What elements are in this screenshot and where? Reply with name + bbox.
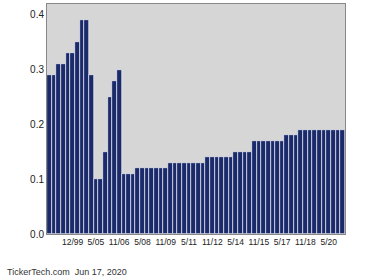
svg-text:5/11: 5/11 bbox=[181, 237, 197, 247]
svg-text:5/05: 5/05 bbox=[88, 237, 105, 247]
svg-text:12/99: 12/99 bbox=[62, 237, 84, 247]
svg-text:11/15: 11/15 bbox=[249, 237, 270, 247]
svg-text:5/14: 5/14 bbox=[227, 237, 244, 247]
svg-text:11/09: 11/09 bbox=[155, 237, 176, 247]
svg-text:11/06: 11/06 bbox=[109, 237, 130, 247]
svg-text:0.2: 0.2 bbox=[30, 119, 44, 130]
svg-text:5/08: 5/08 bbox=[134, 237, 151, 247]
svg-text:0.1: 0.1 bbox=[30, 174, 44, 185]
svg-text:0.3: 0.3 bbox=[30, 64, 44, 75]
svg-text:5/17: 5/17 bbox=[274, 237, 291, 247]
svg-text:TickerTech.com Jun 17, 2020: TickerTech.com Jun 17, 2020 bbox=[7, 267, 127, 277]
svg-text:11/12: 11/12 bbox=[202, 237, 223, 247]
svg-text:11/18: 11/18 bbox=[295, 237, 316, 247]
svg-text:5/20: 5/20 bbox=[320, 237, 337, 247]
svg-text:0.0: 0.0 bbox=[30, 229, 44, 240]
svg-text:0.4: 0.4 bbox=[30, 9, 44, 20]
